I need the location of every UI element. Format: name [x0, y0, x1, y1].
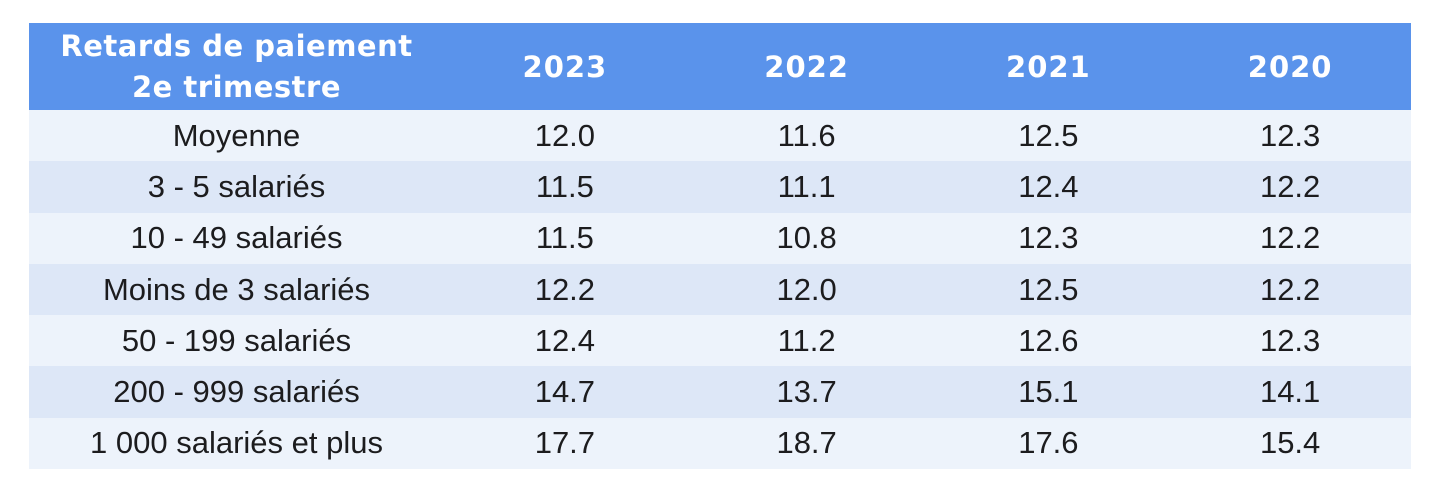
- column-header-2023: 2023: [522, 49, 608, 84]
- table-header-row: Retards de paiement 2e trimestre 2023 20…: [29, 23, 1411, 110]
- cell-value: 12.4: [1018, 168, 1079, 204]
- row-label: 200 - 999 salariés: [113, 374, 360, 410]
- cell-value: 12.2: [1259, 220, 1321, 256]
- table-row-moyenne: Moyenne 12.0 11.6 12.5 12.3: [29, 110, 1411, 162]
- payment-delays-table: Retards de paiement 2e trimestre 2023 20…: [29, 23, 1411, 470]
- cell-value: 12.0: [776, 271, 837, 307]
- row-label: Moins de 3 salariés: [102, 271, 371, 307]
- cell-value: 11.6: [777, 117, 836, 153]
- cell-value: 15.1: [1018, 374, 1079, 410]
- cell-value: 12.5: [1018, 117, 1079, 153]
- cell-value: 12.4: [534, 322, 596, 358]
- row-label: 10 - 49 salariés: [130, 220, 343, 256]
- cell-value: 10.8: [776, 220, 837, 256]
- table-body: Moyenne 12.0 11.6 12.5 12.3 3 - 5 salari…: [29, 110, 1411, 470]
- table-row-3-5-salaries: 3 - 5 salariés 11.5 11.1 12.4 12.2: [29, 161, 1411, 213]
- cell-value: 12.3: [1259, 117, 1321, 153]
- cell-value: 17.6: [1018, 425, 1079, 461]
- row-label: 3 - 5 salariés: [147, 168, 326, 204]
- table-row-200-999-salaries: 200 - 999 salariés 14.7 13.7 15.1 14.1: [29, 366, 1411, 418]
- table-row-moins-de-3-salaries: Moins de 3 salariés 12.2 12.0 12.5 12.2: [29, 263, 1411, 316]
- cell-value: 13.7: [776, 374, 837, 410]
- column-header-2020: 2020: [1247, 49, 1333, 84]
- cell-value: 12.3: [1018, 220, 1079, 256]
- cell-value: 12.5: [1018, 271, 1079, 307]
- row-label: 50 - 199 salariés: [121, 322, 352, 358]
- cell-value: 14.7: [534, 374, 596, 410]
- cell-value: 12.2: [1259, 271, 1321, 307]
- table-row-1000-salaries-et-plus: 1 000 salariés et plus 17.7 18.7 17.6 15…: [29, 417, 1411, 470]
- cell-value: 12.2: [1259, 168, 1321, 204]
- table-row-10-49-salaries: 10 - 49 salariés 11.5 10.8 12.3 12.2: [29, 212, 1411, 264]
- table-corner-header: Retards de paiement 2e trimestre: [29, 23, 444, 110]
- cell-value: 12.2: [534, 271, 596, 307]
- column-header-2022: 2022: [764, 49, 849, 84]
- cell-value: 12.3: [1259, 322, 1321, 358]
- cell-value: 15.4: [1259, 425, 1321, 461]
- column-header-2021: 2021: [1006, 49, 1091, 84]
- corner-header-line1: Retards de paiement: [60, 28, 413, 63]
- table-row-50-199-salaries: 50 - 199 salariés 12.4 11.2 12.6 12.3: [29, 315, 1411, 367]
- cell-value: 11.5: [535, 220, 594, 256]
- cell-value: 11.2: [777, 322, 836, 358]
- cell-value: 14.1: [1259, 374, 1321, 410]
- cell-value: 12.0: [534, 117, 596, 153]
- row-label: 1 000 salariés et plus: [90, 425, 383, 461]
- cell-value: 12.6: [1018, 322, 1079, 358]
- row-label: Moyenne: [172, 117, 301, 153]
- cell-value: 18.7: [776, 425, 837, 461]
- cell-value: 11.1: [777, 168, 836, 204]
- cell-value: 17.7: [534, 425, 596, 461]
- cell-value: 11.5: [535, 168, 594, 204]
- corner-header-line2: 2e trimestre: [131, 69, 342, 104]
